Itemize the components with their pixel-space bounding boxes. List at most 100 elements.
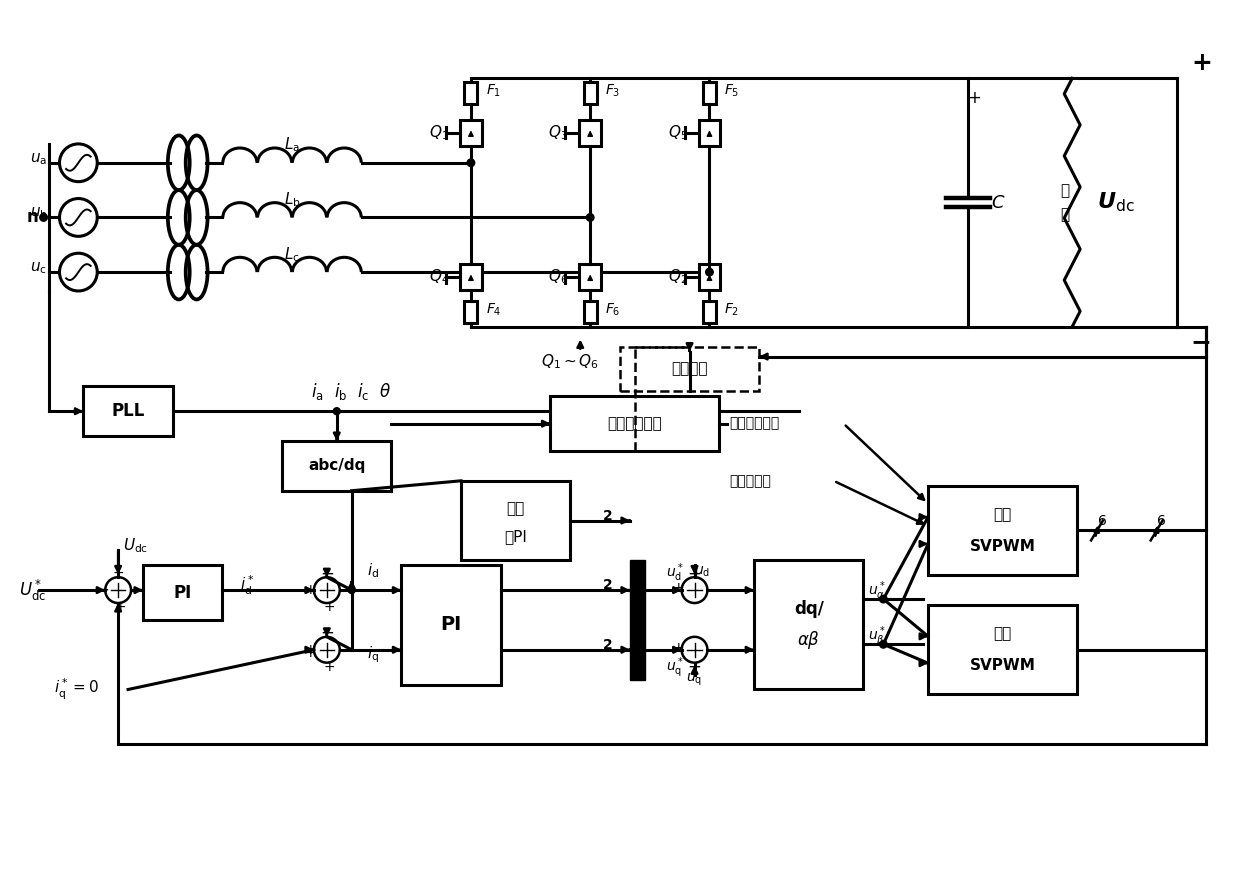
- FancyBboxPatch shape: [551, 396, 719, 451]
- Text: $Q_5$: $Q_5$: [667, 124, 687, 142]
- Text: +: +: [114, 600, 126, 614]
- Text: +: +: [304, 642, 316, 657]
- Text: PI: PI: [174, 583, 192, 601]
- FancyBboxPatch shape: [143, 565, 222, 620]
- Text: $\alpha\beta$: $\alpha\beta$: [797, 629, 821, 651]
- Text: 载: 载: [1060, 207, 1070, 222]
- Text: +: +: [304, 646, 316, 659]
- Text: −: −: [95, 582, 109, 599]
- Circle shape: [706, 268, 713, 276]
- Text: +: +: [322, 659, 335, 674]
- Text: PLL: PLL: [112, 402, 145, 420]
- Text: $i_{\rm a}\ \ i_{\rm b}\ \ i_{\rm c}\ \ \theta$: $i_{\rm a}\ \ i_{\rm b}\ \ i_{\rm c}\ \ …: [311, 381, 392, 401]
- FancyBboxPatch shape: [83, 386, 172, 436]
- Text: $i^*_{\rm d}$: $i^*_{\rm d}$: [241, 573, 254, 597]
- Text: $Q_4$: $Q_4$: [429, 268, 449, 287]
- Text: 抗饱: 抗饱: [506, 501, 525, 516]
- Text: −: −: [688, 564, 702, 582]
- Text: $F_6$: $F_6$: [605, 302, 620, 318]
- Text: $L_{\rm b}$: $L_{\rm b}$: [284, 190, 300, 209]
- Text: $Q_1$: $Q_1$: [429, 124, 449, 142]
- FancyBboxPatch shape: [402, 565, 501, 685]
- Text: $u_{\rm a}$: $u_{\rm a}$: [30, 151, 47, 167]
- FancyBboxPatch shape: [461, 481, 570, 560]
- FancyBboxPatch shape: [460, 120, 482, 146]
- FancyBboxPatch shape: [698, 120, 720, 146]
- Text: +: +: [1190, 51, 1211, 75]
- Text: 2: 2: [603, 509, 613, 522]
- FancyBboxPatch shape: [703, 82, 715, 104]
- FancyBboxPatch shape: [465, 82, 477, 104]
- Text: 2: 2: [603, 578, 613, 592]
- Text: $\mathbf{n}$: $\mathbf{n}$: [26, 209, 38, 227]
- Circle shape: [879, 595, 887, 603]
- Text: 故障诊断算法: 故障诊断算法: [608, 416, 662, 431]
- Text: $u_{\rm d}$: $u_{\rm d}$: [694, 565, 711, 580]
- Text: −: −: [688, 658, 702, 676]
- Text: $L_{\rm a}$: $L_{\rm a}$: [284, 135, 300, 154]
- Circle shape: [587, 213, 594, 221]
- Text: 负: 负: [1060, 183, 1070, 198]
- Text: SVPWM: SVPWM: [970, 659, 1035, 673]
- Text: $F_5$: $F_5$: [724, 83, 740, 99]
- Text: 6: 6: [1097, 513, 1106, 528]
- Text: $F_3$: $F_3$: [605, 83, 620, 99]
- FancyBboxPatch shape: [283, 441, 392, 491]
- FancyBboxPatch shape: [928, 605, 1078, 694]
- Text: $u_{\rm q}$: $u_{\rm q}$: [687, 671, 703, 688]
- Text: $u_{\rm b}$: $u_{\rm b}$: [30, 205, 47, 221]
- Text: $F_4$: $F_4$: [486, 302, 501, 318]
- Text: $u^*_\beta$: $u^*_\beta$: [868, 625, 887, 649]
- Text: $Q_3$: $Q_3$: [548, 124, 568, 142]
- Text: 控制器切换: 控制器切换: [729, 474, 771, 487]
- FancyBboxPatch shape: [754, 560, 863, 690]
- Text: PI: PI: [440, 616, 461, 634]
- FancyBboxPatch shape: [579, 120, 601, 146]
- Text: abc/dq: abc/dq: [308, 459, 366, 473]
- FancyBboxPatch shape: [584, 82, 596, 104]
- Text: $Q_2$: $Q_2$: [667, 268, 687, 287]
- Text: 容错: 容错: [993, 507, 1012, 521]
- Text: −: −: [320, 564, 334, 582]
- Text: $U^*_{\rm dc}$: $U^*_{\rm dc}$: [19, 578, 46, 603]
- Text: 正常: 正常: [993, 626, 1012, 642]
- Text: 和PI: 和PI: [505, 529, 527, 544]
- Text: −: −: [320, 624, 334, 642]
- Text: $Q_6$: $Q_6$: [548, 268, 569, 287]
- Text: +: +: [673, 582, 684, 595]
- FancyBboxPatch shape: [698, 264, 720, 290]
- Text: $U_{\rm dc}$: $U_{\rm dc}$: [123, 536, 149, 555]
- Text: SVPWM: SVPWM: [970, 539, 1035, 554]
- Text: $u^*_\alpha$: $u^*_\alpha$: [868, 580, 887, 602]
- FancyBboxPatch shape: [928, 486, 1078, 575]
- Text: dq/: dq/: [794, 600, 823, 618]
- Text: $i_{\rm d}$: $i_{\rm d}$: [367, 561, 378, 580]
- Text: +: +: [673, 641, 684, 655]
- Text: $\boldsymbol{U}_{\rm dc}$: $\boldsymbol{U}_{\rm dc}$: [1097, 191, 1135, 214]
- Text: $u_{\rm c}$: $u_{\rm c}$: [30, 260, 47, 276]
- FancyBboxPatch shape: [465, 301, 477, 323]
- Text: 6: 6: [1157, 513, 1166, 528]
- Text: −: −: [1190, 330, 1211, 354]
- Circle shape: [348, 587, 355, 593]
- Circle shape: [334, 408, 340, 415]
- Text: +: +: [322, 600, 335, 614]
- Text: $i_{\rm q}$: $i_{\rm q}$: [367, 644, 378, 665]
- Text: $u^*_{\rm d}$: $u^*_{\rm d}$: [666, 561, 683, 583]
- Text: 算法切换: 算法切换: [671, 361, 708, 376]
- Circle shape: [879, 641, 887, 648]
- Text: +: +: [304, 583, 316, 597]
- Text: 2: 2: [603, 638, 613, 651]
- Circle shape: [467, 159, 475, 167]
- FancyBboxPatch shape: [460, 264, 482, 290]
- FancyBboxPatch shape: [584, 301, 596, 323]
- Text: $i^*_{\rm q}=0$: $i^*_{\rm q}=0$: [53, 677, 98, 702]
- FancyBboxPatch shape: [579, 264, 601, 290]
- Text: +: +: [113, 566, 124, 581]
- Text: $L_{\rm c}$: $L_{\rm c}$: [284, 245, 300, 263]
- FancyBboxPatch shape: [620, 347, 759, 392]
- Text: $F_2$: $F_2$: [724, 302, 739, 318]
- Bar: [630, 560, 645, 679]
- Text: 诊断定位故障: 诊断定位故障: [729, 417, 780, 431]
- Text: +: +: [967, 90, 981, 108]
